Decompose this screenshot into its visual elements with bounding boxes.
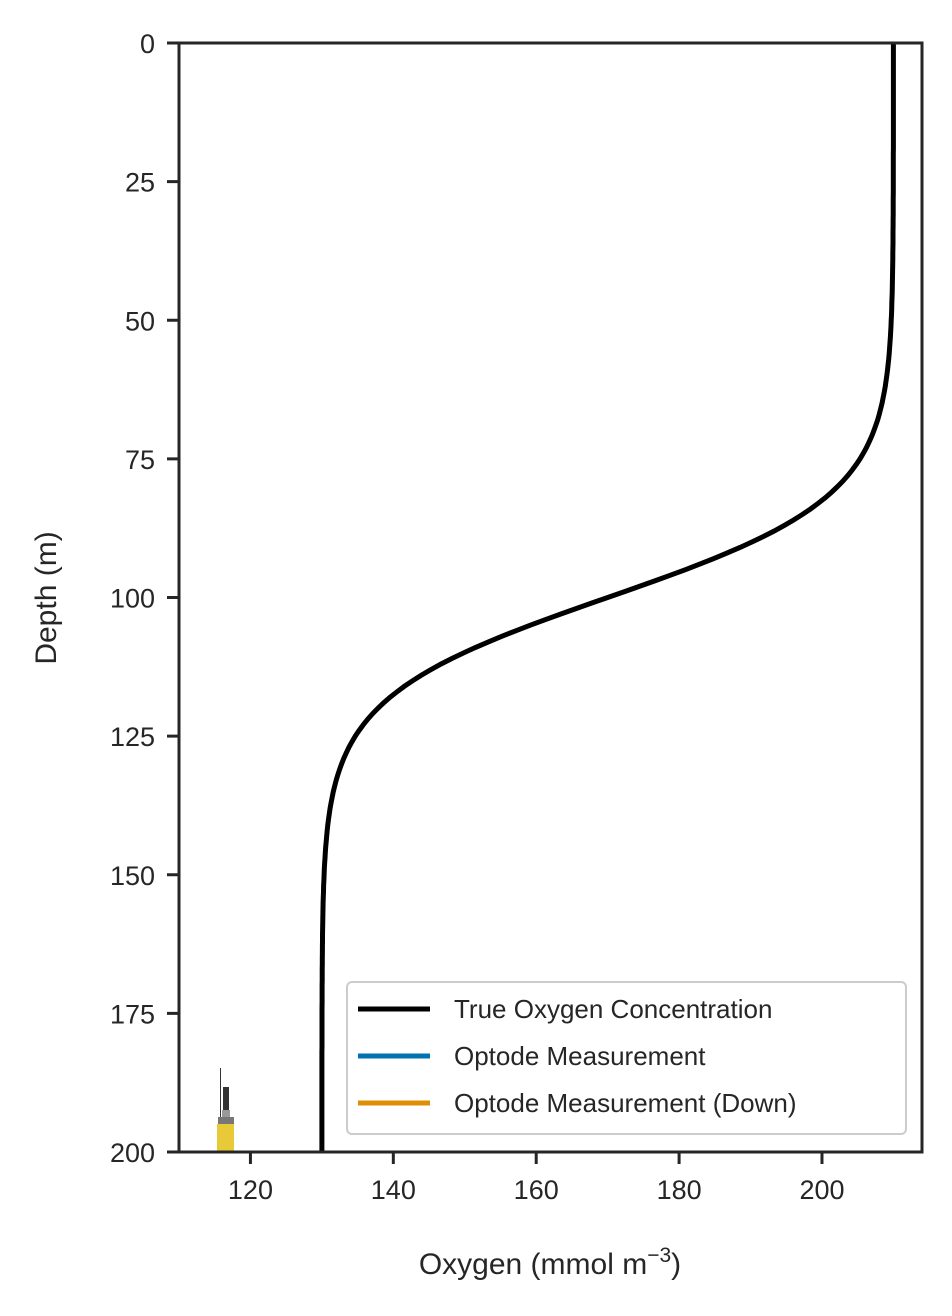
x-tick-label: 140 xyxy=(371,1175,416,1205)
y-tick-label: 100 xyxy=(110,584,155,614)
x-tick-label: 200 xyxy=(799,1175,844,1205)
legend-label: Optode Measurement xyxy=(454,1041,706,1071)
x-tick-label: 120 xyxy=(228,1175,273,1205)
legend: True Oxygen Concentration Optode Measurem… xyxy=(346,981,907,1135)
y-tick-label: 200 xyxy=(110,1138,155,1168)
legend-label: Optode Measurement (Down) xyxy=(454,1088,796,1118)
x-tick-label: 180 xyxy=(657,1175,702,1205)
x-tick-label: 160 xyxy=(514,1175,559,1205)
float-icon xyxy=(217,1068,234,1151)
y-axis-label: Depth (m) xyxy=(30,531,63,664)
y-tick-label: 75 xyxy=(125,445,155,475)
y-tick-label: 0 xyxy=(140,29,155,59)
y-tick-label: 175 xyxy=(110,999,155,1029)
y-tick-label: 125 xyxy=(110,722,155,752)
legend-label: True Oxygen Concentration xyxy=(454,994,772,1024)
y-tick-label: 150 xyxy=(110,861,155,891)
y-tick-label: 25 xyxy=(125,168,155,198)
y-tick-label: 50 xyxy=(125,306,155,336)
series-line-true-oxygen xyxy=(319,43,896,1152)
x-axis-label: Oxygen (mmol m−3) xyxy=(419,1244,681,1281)
